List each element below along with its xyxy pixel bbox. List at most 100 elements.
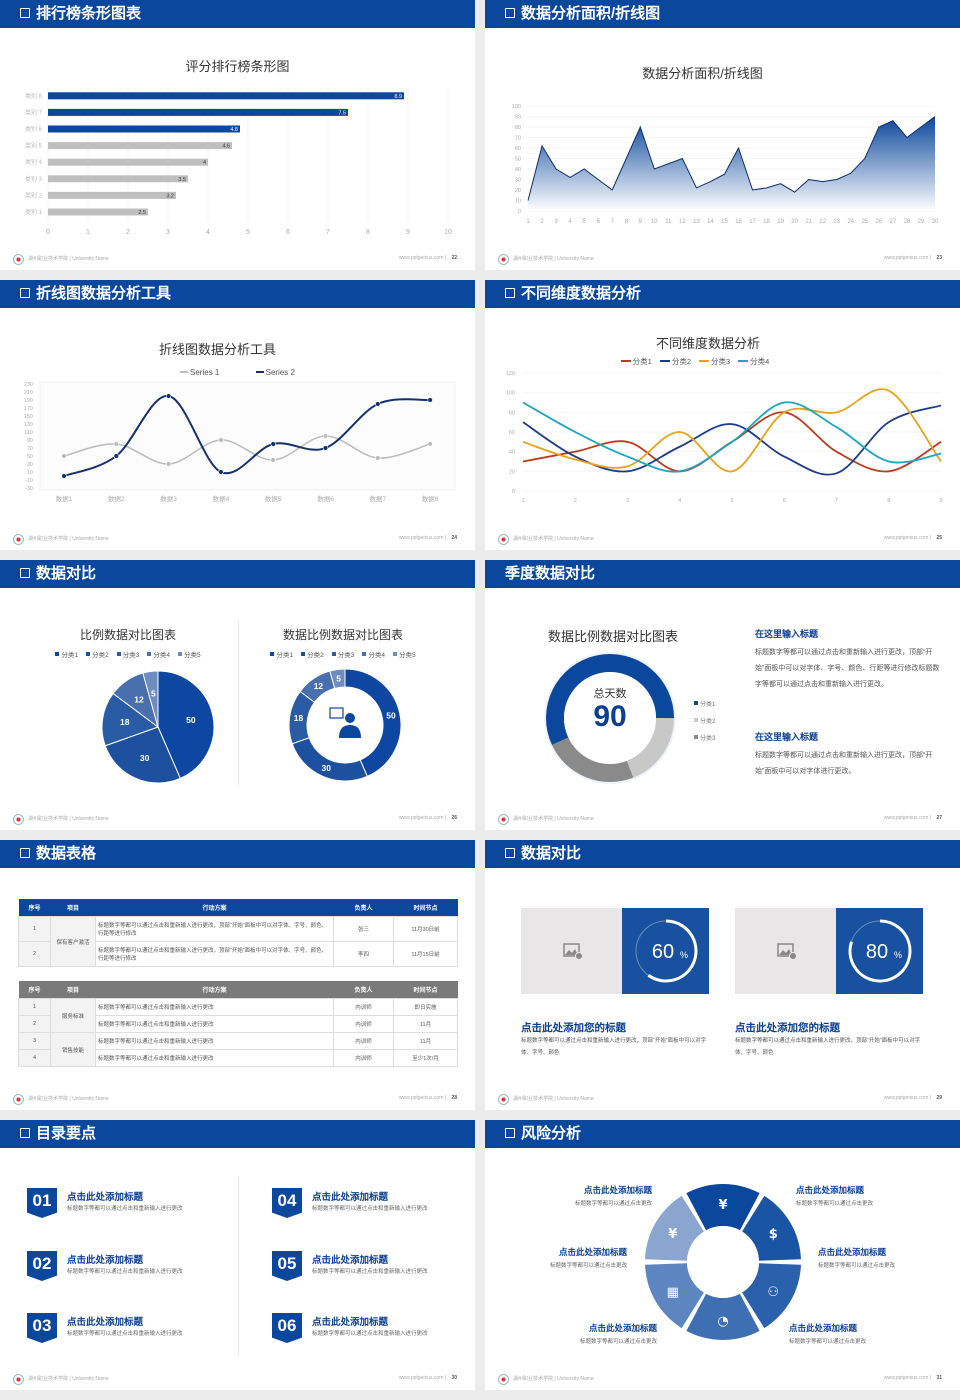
cell-project: 保有客户激活 — [50, 916, 96, 967]
image-frame — [563, 943, 580, 957]
item-text: 标题数字等都可以通过点击和重新输入进行更改 — [312, 1331, 428, 1337]
category-label: 类别 8 — [25, 92, 43, 100]
x-tick-label: 17 — [749, 219, 756, 225]
cell-no: 4 — [18, 1049, 51, 1067]
item-title: 点击此处添加标题 — [588, 1323, 657, 1333]
cycle-segment — [686, 1184, 760, 1231]
data-point — [270, 457, 276, 463]
slide-title: 数据对比 — [521, 845, 582, 862]
legend-item: 分类1 — [620, 357, 652, 366]
checkbox-icon — [505, 288, 515, 298]
pie-slice — [101, 692, 160, 747]
cycle-segment — [742, 1263, 801, 1329]
item-title: 点击此处添加标题 — [558, 1247, 627, 1257]
data-point — [218, 469, 224, 475]
x-tick-label: 21 — [805, 219, 812, 225]
category-label: 类别 6 — [25, 125, 43, 133]
slide-progress-compare: 数据对比 60% 80% 湖州职业技术学院 | University Name w… — [485, 840, 960, 1110]
x-tick-label: 28 — [904, 219, 911, 225]
table-row: 2 标题数字等都可以通过点击和重新输入进行更改，顶部“开始”面板中可以对字体、字… — [18, 941, 458, 967]
legend-item: 分类3 — [694, 731, 715, 748]
category-label: 类别 4 — [25, 158, 43, 166]
table-header-row: 序号 项目 行动方案 负责人 时间节点 — [18, 981, 458, 999]
slide-pie-compare: 数据对比 比例数据对比图表 数据比例数据对比图表 分类1 分类2 分类3 分类4 分类5… — [0, 560, 475, 830]
legend-marker — [270, 652, 275, 656]
x-tick-label: 23 — [833, 219, 840, 225]
data-point — [375, 455, 381, 461]
y-tick-label: 80 — [515, 125, 521, 131]
cycle-segment — [742, 1195, 801, 1261]
bar — [48, 108, 348, 116]
item-title: 点击此处添加标题 — [67, 1192, 144, 1203]
footer-school: 湖州职业技术学院 | University Name — [513, 1376, 594, 1382]
x-tick-label: 14 — [707, 219, 714, 225]
bar — [48, 92, 404, 100]
footer-url: www.pptgenius.com — [883, 1095, 929, 1101]
slice-label: 50 — [386, 710, 396, 720]
pie-slice — [142, 670, 159, 728]
image-add-icon — [563, 943, 583, 960]
x-tick-label: 数据6 — [317, 494, 334, 503]
bar — [48, 158, 208, 166]
chart-title: 不同维度数据分析 — [655, 336, 760, 351]
university-logo — [498, 254, 509, 265]
series-line — [63, 395, 431, 477]
series-line — [522, 388, 942, 473]
series-line — [63, 435, 431, 465]
divider — [238, 1176, 239, 1356]
slice-label: 50 — [186, 715, 196, 725]
slide-line-chart: 折线图数据分析工具 折线图数据分析工具 Series 1 Series 2 23… — [0, 280, 475, 550]
legend-item: 分类3 — [699, 357, 730, 366]
cell-time: 11月 — [393, 1032, 458, 1050]
page-number: 26 — [451, 815, 457, 821]
bar-value-label: 4 — [203, 160, 206, 166]
x-tick-label: 11 — [665, 219, 672, 225]
footer-school: 湖州职业技术学院 | University Name — [513, 1096, 594, 1102]
column-header: 负责人 — [354, 906, 373, 912]
cycle-segment — [686, 1293, 760, 1340]
cell-action: 标题数字等都可以通过点击和重新输入进行更改 — [95, 1032, 334, 1050]
checkbox-icon — [20, 8, 30, 18]
footer-url: www.pptgenius.com — [883, 255, 929, 261]
item-title: 点击此处添加标题 — [796, 1185, 865, 1195]
checkbox-icon — [505, 848, 515, 858]
legend-item: 分类1 — [270, 652, 293, 659]
bar — [48, 125, 240, 133]
item-text: 标题数字等都可以通过点击和重新输入进行更改 — [312, 1269, 428, 1275]
table-row: 1 保有客户激活 标题数字等都可以通过点击和重新输入进行更改，顶部“开始”面板中… — [18, 916, 458, 967]
coins-icon: $ — [769, 1227, 778, 1242]
plot-area — [39, 381, 456, 491]
legend-label: 分类2 — [671, 357, 691, 366]
area-line — [527, 116, 936, 201]
slide-header: 数据对比 — [485, 840, 960, 868]
legend-label: 分类1 — [61, 652, 79, 659]
footer-site: www.pptgenius.com | 24 — [398, 535, 457, 541]
legend-label: 分类2 — [307, 652, 324, 659]
y-tick-label: 30 — [515, 178, 521, 184]
slide-title: 排行榜条形图表 — [36, 5, 142, 22]
column-header: 时间节点 — [413, 906, 438, 912]
footer-school: 湖州职业技术学院 | University Name — [513, 536, 594, 542]
risk-cycle-diagram: ¥ $ ⚇ ◔ ▦ ¥ — [645, 1184, 801, 1340]
x-tick-label: 30 — [932, 219, 939, 225]
footer-url: www.pptgenius.com — [398, 1375, 444, 1381]
number-badge: 05 — [272, 1251, 302, 1281]
university-logo — [13, 814, 24, 825]
data-point — [218, 437, 224, 443]
donut-segment — [626, 718, 674, 778]
slide-key-points: 目录要点 湖州职业技术学院 | University Name www.pptg… — [0, 1120, 475, 1390]
page-number: 25 — [936, 535, 942, 541]
donut-segment — [546, 654, 674, 746]
item-title: 点击此处添加标题 — [583, 1185, 652, 1195]
y-tick-label: 60 — [515, 146, 521, 152]
chat-bubble-icon — [329, 707, 344, 719]
pie-slice — [157, 670, 215, 780]
card-title: 点击此处添加您的标题 — [521, 1022, 626, 1034]
x-tick-label: 5 — [582, 219, 586, 225]
cell-owner: 内训师 — [333, 1032, 394, 1050]
legend-item: 分类4 — [147, 652, 170, 659]
x-tick-label: 0 — [46, 229, 50, 236]
footer-site: www.pptgenius.com | 31 — [883, 1375, 942, 1381]
footer-school: 湖州职业技术学院 | University Name — [28, 256, 109, 262]
bar-value-label: 2.5 — [138, 210, 146, 216]
